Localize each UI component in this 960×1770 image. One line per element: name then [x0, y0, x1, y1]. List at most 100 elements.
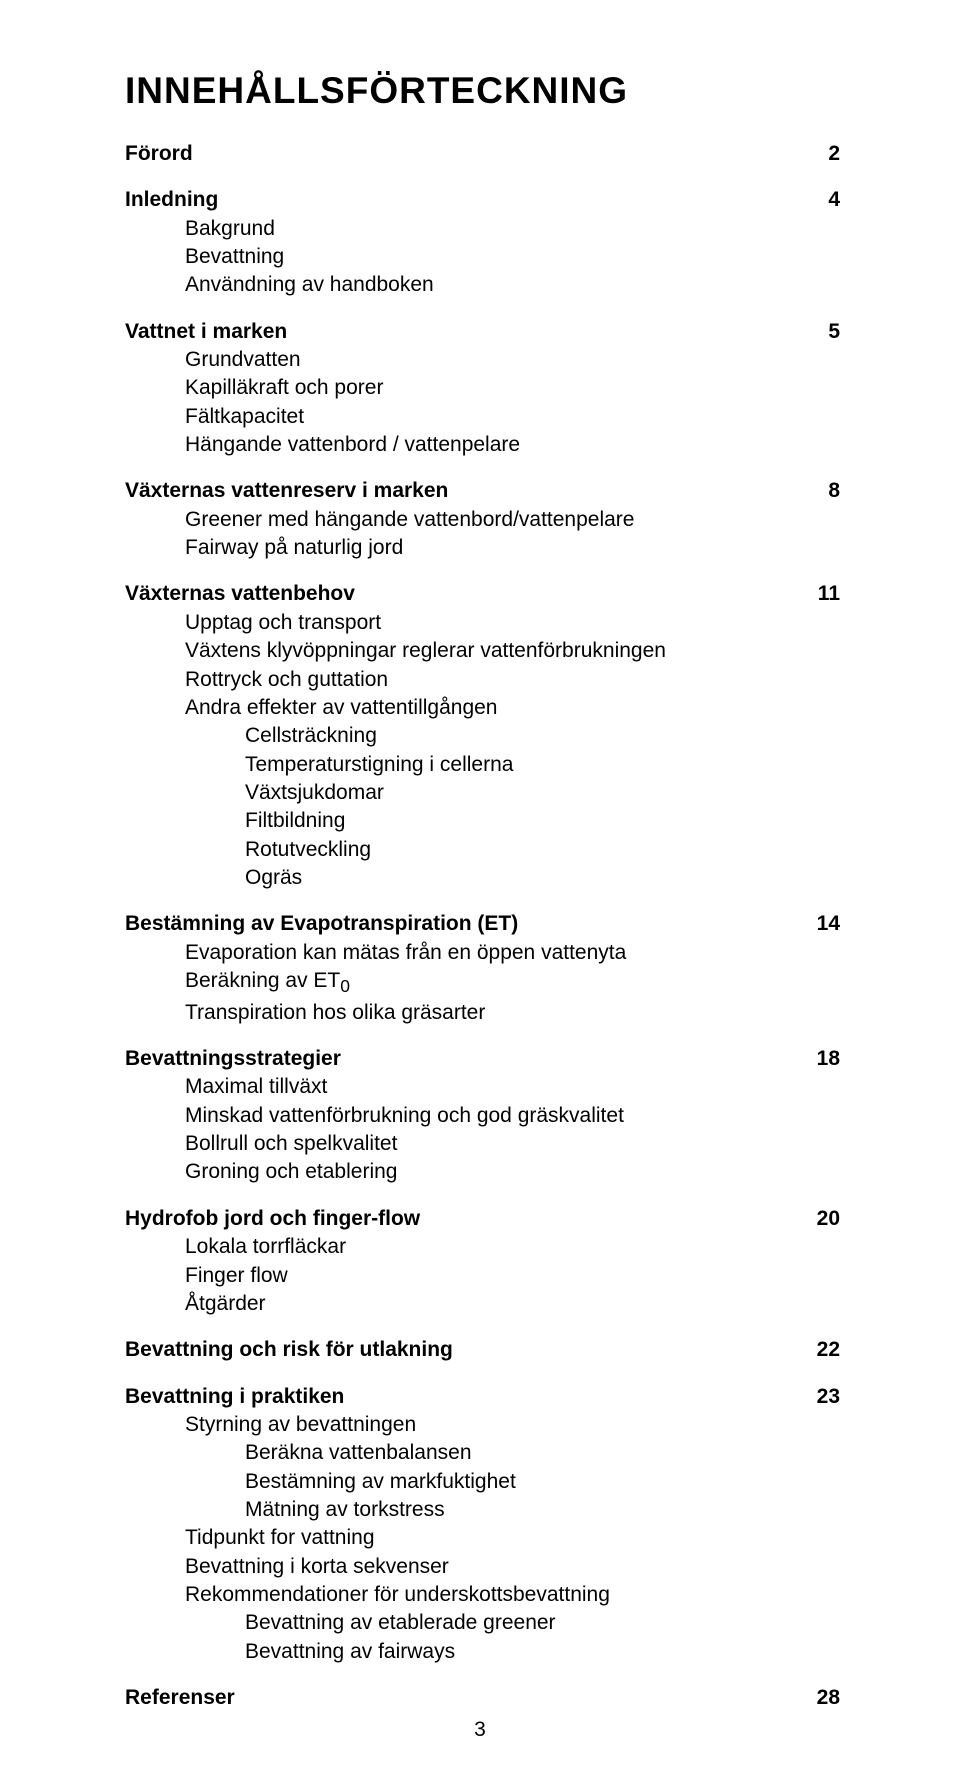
toc-item-label: Transpiration hos olika gräsarter — [185, 1001, 485, 1024]
toc-item: Kapilläkraft och porer — [125, 374, 840, 402]
toc-item-label: Hängande vattenbord / vattenpelare — [185, 433, 520, 456]
toc-item: Lokala torrfläckar — [125, 1233, 840, 1261]
toc-item-label: Filtbildning — [245, 809, 345, 832]
toc-item: Rotutveckling — [125, 836, 840, 864]
toc-item: Bevattning av fairways — [125, 1638, 840, 1666]
toc-item-subscript: 0 — [340, 976, 350, 996]
toc-item: Hängande vattenbord / vattenpelare — [125, 431, 840, 459]
toc-section: Bestämning av Evapotranspiration (ET)14E… — [125, 910, 840, 1027]
toc-item: Beräkning av ET0 — [125, 967, 840, 999]
toc-heading-label: Hydrofob jord och finger-flow — [125, 1205, 420, 1233]
toc-item: Bevattning av etablerade greener — [125, 1609, 840, 1637]
toc-item: Cellsträckning — [125, 722, 840, 750]
toc-item-label: Styrning av bevattningen — [185, 1413, 416, 1436]
toc-item: Växtens klyvöppningar reglerar vattenför… — [125, 637, 840, 665]
toc-item-label: Maximal tillväxt — [185, 1075, 327, 1098]
toc-item: Minskad vattenförbrukning och god gräskv… — [125, 1102, 840, 1130]
toc-heading-label: Referenser — [125, 1684, 235, 1712]
toc-item-label: Beräkna vattenbalansen — [245, 1441, 472, 1464]
toc-heading-page: 23 — [800, 1383, 840, 1411]
toc-section: Växternas vattenreserv i marken 8 Greener … — [125, 477, 840, 562]
toc-heading-row: Vattnet i marken5 — [125, 318, 840, 346]
toc-item-label: Tidpunkt for vattning — [185, 1526, 375, 1549]
toc-heading-row: Växternas vattenbehov11 — [125, 580, 840, 608]
toc-item-label: Användning av handboken — [185, 273, 434, 296]
toc-item-label: Grundvatten — [185, 348, 301, 371]
toc-item-label: Greener med hängande vattenbord/vattenpe… — [185, 508, 634, 531]
toc-item: Styrning av bevattningen — [125, 1411, 840, 1439]
toc-item: Upptag och transport — [125, 609, 840, 637]
toc-item: Maximal tillväxt — [125, 1073, 840, 1101]
toc-item: Andra effekter av vattentillgången — [125, 694, 840, 722]
toc-body: Förord 2 Inledning 4 Bakgrund Bevattning Använ… — [125, 140, 840, 1712]
toc-item: Ogräs — [125, 864, 840, 892]
toc-item: Temperaturstigning i cellerna — [125, 751, 840, 779]
toc-item: Filtbildning — [125, 807, 840, 835]
toc-item-label: Rottryck och guttation — [185, 668, 388, 691]
toc-heading-page: 4 — [800, 186, 840, 214]
toc-item-label: Temperaturstigning i cellerna — [245, 753, 513, 776]
toc-item: Bevattning — [125, 243, 840, 271]
toc-heading-row: Hydrofob jord och finger-flow20 — [125, 1205, 840, 1233]
toc-item-label: Fältkapacitet — [185, 405, 304, 428]
toc-heading-row: Referenser 28 — [125, 1684, 840, 1712]
toc-heading-page: 2 — [800, 140, 840, 168]
toc-item: Greener med hängande vattenbord/vattenpe… — [125, 506, 840, 534]
toc-item: Finger flow — [125, 1262, 840, 1290]
toc-item: Åtgärder — [125, 1290, 840, 1318]
toc-heading-row: Förord 2 — [125, 140, 840, 168]
toc-heading-label: Förord — [125, 140, 193, 168]
toc-heading-page: 11 — [800, 580, 840, 608]
toc-item-label: Bestämning av markfuktighet — [245, 1470, 516, 1493]
toc-item: Bakgrund — [125, 215, 840, 243]
toc-item-label: Lokala torrfläckar — [185, 1235, 346, 1258]
toc-item: Mätning av torkstress — [125, 1496, 840, 1524]
toc-item-label: Bevattning — [185, 245, 284, 268]
toc-item-label: Bollrull och spelkvalitet — [185, 1132, 397, 1155]
page-title: INNEHÅLLSFÖRTECKNING — [125, 70, 840, 112]
toc-heading-row: Bevattning och risk för utlakning 22 — [125, 1336, 840, 1364]
toc-item-label: Bevattning av etablerade greener — [245, 1611, 556, 1634]
document-page: INNEHÅLLSFÖRTECKNING Förord 2 Inledning 4 Ba… — [0, 0, 960, 1770]
toc-heading-label: Bestämning av Evapotranspiration (ET) — [125, 910, 518, 938]
toc-item: Grundvatten — [125, 346, 840, 374]
toc-item-label: Kapilläkraft och porer — [185, 376, 383, 399]
toc-heading-row: Inledning 4 — [125, 186, 840, 214]
toc-section: Vattnet i marken5Grundvatten Kapilläkraft… — [125, 318, 840, 460]
toc-heading-page: 8 — [800, 477, 840, 505]
toc-section: Bevattning och risk för utlakning 22 — [125, 1336, 840, 1364]
toc-item: Bevattning i korta sekvenser — [125, 1553, 840, 1581]
toc-heading-label: Bevattningsstrategier — [125, 1045, 341, 1073]
toc-heading-row: Bestämning av Evapotranspiration (ET)14 — [125, 910, 840, 938]
toc-heading-label: Bevattning i praktiken — [125, 1383, 344, 1411]
toc-section: Inledning 4 Bakgrund Bevattning Användning a… — [125, 186, 840, 299]
toc-item-label: Rotutveckling — [245, 838, 371, 861]
toc-item-label: Bakgrund — [185, 217, 275, 240]
toc-item-label: Mätning av torkstress — [245, 1498, 445, 1521]
toc-heading-page: 22 — [800, 1336, 840, 1364]
toc-item-label: Cellsträckning — [245, 724, 377, 747]
toc-heading-page: 28 — [800, 1684, 840, 1712]
toc-heading-label: Bevattning och risk för utlakning — [125, 1336, 453, 1364]
toc-item: Groning och etablering — [125, 1158, 840, 1186]
toc-item: Användning av handboken — [125, 271, 840, 299]
toc-heading-label: Inledning — [125, 186, 218, 214]
toc-item-label: Rekommendationer för underskottsbevattni… — [185, 1583, 610, 1606]
toc-section: Bevattningsstrategier18Maximal tillväxtM… — [125, 1045, 840, 1187]
toc-item-label: Bevattning i korta sekvenser — [185, 1555, 449, 1578]
toc-item: Rekommendationer för underskottsbevattni… — [125, 1581, 840, 1609]
toc-heading-page: 5 — [800, 318, 840, 346]
toc-item-label: Växtens klyvöppningar reglerar vattenför… — [185, 639, 666, 662]
toc-item: Rottryck och guttation — [125, 666, 840, 694]
toc-item: Fairway på naturlig jord — [125, 534, 840, 562]
toc-item: Växtsjukdomar — [125, 779, 840, 807]
toc-heading-label: Växternas vattenreserv i marken — [125, 477, 448, 505]
toc-item: Transpiration hos olika gräsarter — [125, 999, 840, 1027]
toc-item-label: Finger flow — [185, 1264, 288, 1287]
toc-item: Bollrull och spelkvalitet — [125, 1130, 840, 1158]
toc-heading-row: Växternas vattenreserv i marken 8 — [125, 477, 840, 505]
toc-section: Växternas vattenbehov11Upptag och transp… — [125, 580, 840, 892]
toc-heading-row: Bevattning i praktiken 23 — [125, 1383, 840, 1411]
toc-item-label: Bevattning av fairways — [245, 1640, 455, 1663]
toc-item-label: Ogräs — [245, 866, 302, 889]
